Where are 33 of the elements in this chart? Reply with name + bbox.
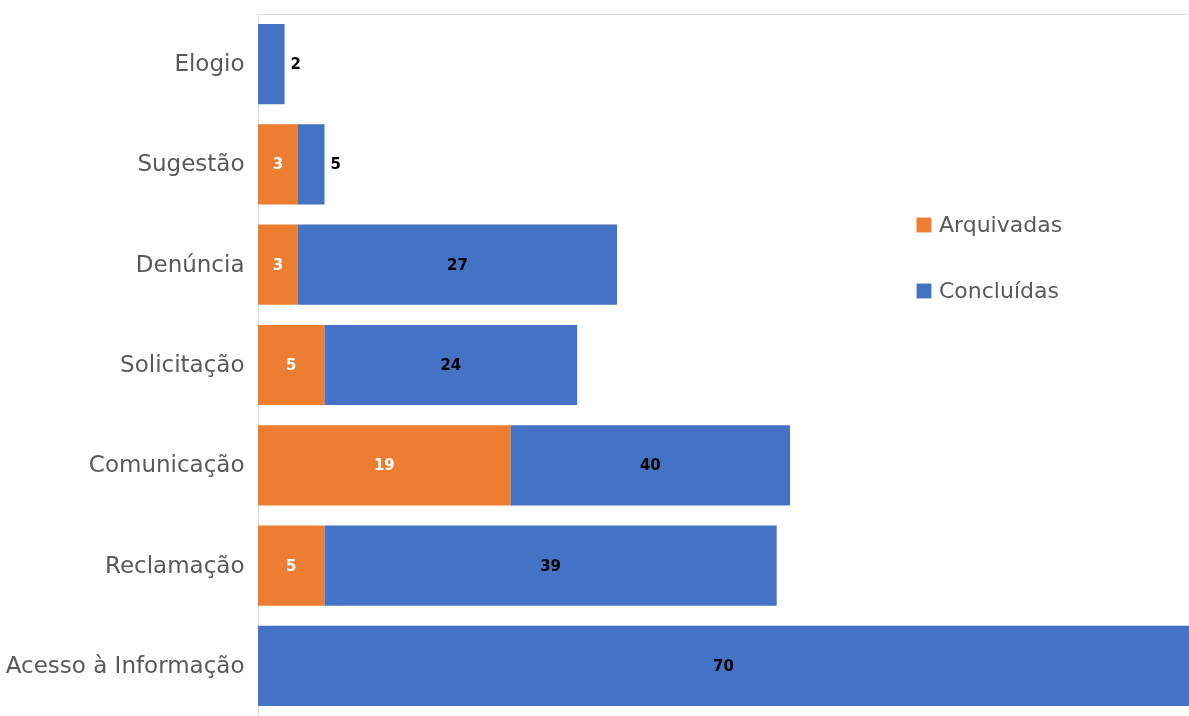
bar <box>324 324 578 406</box>
bar <box>258 625 1189 706</box>
data-label: 19 <box>373 456 395 475</box>
bar <box>258 525 325 606</box>
y-tick-label: Comunicação <box>88 451 245 478</box>
y-tick-label: Solicitação <box>120 351 245 377</box>
bar <box>258 124 298 205</box>
data-label: 5 <box>286 356 297 374</box>
bar <box>510 425 790 506</box>
bar <box>297 124 325 205</box>
y-tick-label: Acesso à Informação <box>5 651 245 678</box>
bar <box>258 24 285 105</box>
bar <box>324 525 777 606</box>
y-tick-label: Denúncia <box>135 250 245 277</box>
total-label: 5 <box>330 155 341 174</box>
data-label: 5 <box>286 556 297 575</box>
total-label: 27 <box>447 255 468 274</box>
bar <box>258 425 511 506</box>
total-label: 70 <box>713 656 734 675</box>
total-label: 39 <box>540 556 562 575</box>
data-label: 3 <box>272 155 284 174</box>
total-label: 24 <box>440 356 462 374</box>
bar <box>297 224 618 305</box>
y-tick-label: Sugestão <box>137 150 245 177</box>
total-label: 2 <box>290 55 302 74</box>
y-tick-label: Elogio <box>174 50 245 77</box>
total-label: 40 <box>639 456 661 475</box>
bar <box>258 324 325 406</box>
legend-label: Arquivadas <box>939 212 1063 237</box>
y-tick-label: Reclamação <box>104 551 245 578</box>
data-label: 3 <box>272 255 284 274</box>
bar <box>258 224 298 305</box>
legend-label: Concluídas <box>939 278 1059 303</box>
